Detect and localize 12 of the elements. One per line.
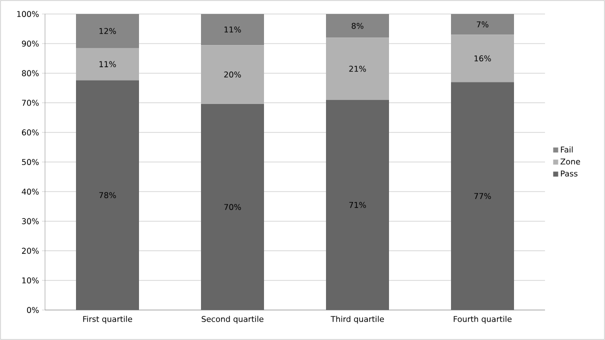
bar xyxy=(451,14,514,35)
bar xyxy=(326,38,390,100)
bar xyxy=(76,80,139,310)
bar xyxy=(451,82,514,310)
bar xyxy=(76,14,139,48)
bar xyxy=(76,48,139,80)
bar xyxy=(201,104,264,310)
bar xyxy=(201,45,264,104)
bar xyxy=(326,14,390,38)
bar xyxy=(326,100,390,310)
bar xyxy=(201,14,264,46)
bar xyxy=(451,34,514,82)
